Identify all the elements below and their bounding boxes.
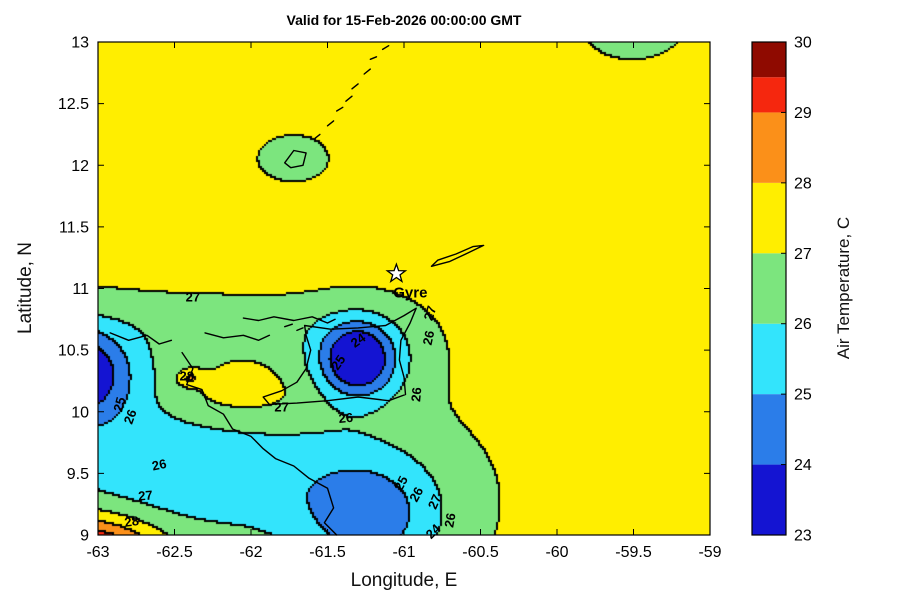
contour-label: 27 xyxy=(186,290,200,305)
colorbar-tick-label: 27 xyxy=(794,246,812,263)
contour-label: 26 xyxy=(338,410,354,426)
coastline-venezuela-west-coast xyxy=(109,332,173,345)
coastline-grenada xyxy=(284,149,307,169)
coastline-grenadines-5 xyxy=(351,83,359,90)
contour-label: 25 xyxy=(391,473,411,493)
colorbar-tick-label: 26 xyxy=(794,316,812,333)
y-tick-label: 11.5 xyxy=(59,219,89,236)
coastline-tobago xyxy=(430,244,485,267)
gyre-star-marker xyxy=(385,262,408,284)
coastline-paria-peninsula-south xyxy=(204,332,271,341)
x-tick-label: -62.5 xyxy=(156,544,193,561)
coastline-grenadines-7 xyxy=(369,56,378,60)
contour-label: 27 xyxy=(138,487,154,503)
contour-label: 26 xyxy=(406,484,426,504)
y-tick-label: 12.5 xyxy=(58,96,89,113)
colorbar-band xyxy=(752,394,786,465)
contour-label: 27 xyxy=(274,399,288,414)
colorbar-tick-label: 25 xyxy=(794,387,812,404)
coastline-trinidad xyxy=(262,307,417,406)
contour-field-canvas xyxy=(98,42,710,535)
coastline-grenadines-4 xyxy=(345,95,353,102)
x-axis-label: Longitude, E xyxy=(350,570,458,591)
y-tick-label: 10.5 xyxy=(58,343,89,360)
colorbar-band xyxy=(752,323,786,395)
colorbar-band xyxy=(752,112,786,183)
contour-label: 25 xyxy=(110,395,128,413)
y-tick-label: 10 xyxy=(71,404,89,421)
contour-label: 28 xyxy=(123,513,139,530)
coastline-grenadines-6 xyxy=(363,68,371,75)
contour-label: 26 xyxy=(121,407,140,426)
contour-label: 26 xyxy=(441,512,458,529)
x-tick-label: -61.5 xyxy=(309,544,346,561)
y-tick-label: 11 xyxy=(72,281,89,298)
colorbar-band xyxy=(752,253,786,324)
contour-label: 27 xyxy=(425,492,445,511)
colorbar-band xyxy=(752,77,786,113)
colorbar-tick-label: 29 xyxy=(794,105,812,122)
y-tick-label: 9 xyxy=(80,528,89,545)
colorbar-band xyxy=(752,42,786,78)
contour-label: 26 xyxy=(151,456,168,474)
x-tick-label: -59 xyxy=(698,544,721,561)
contour-label: 25 xyxy=(328,352,349,372)
y-tick-label: 13 xyxy=(71,35,89,52)
coastline-grenadines-2 xyxy=(326,120,335,127)
colorbar-tick-label: 23 xyxy=(794,528,812,545)
contour-label: 26 xyxy=(420,329,438,346)
coastline-islet-1 xyxy=(284,323,293,328)
x-tick-label: -60 xyxy=(545,544,568,561)
contour-label: 24 xyxy=(348,330,369,351)
colorbar-tick-label: 24 xyxy=(794,457,812,474)
contour-label: 28 xyxy=(180,369,194,384)
x-tick-label: -61 xyxy=(392,544,415,561)
colorbar-band xyxy=(752,182,786,254)
x-tick-label: -63 xyxy=(86,544,109,561)
coastline-grenadines-3 xyxy=(336,106,344,112)
gyre-marker-label: Gyre xyxy=(393,285,427,302)
chart-title: Valid for 15-Feb-2026 00:00:00 GMT xyxy=(286,12,522,28)
colorbar-tick-label: 30 xyxy=(794,35,812,52)
colorbar-label: Air Temperature, C xyxy=(834,216,853,360)
coastline-orinoco-delta-coast xyxy=(181,351,338,536)
coastline-grenadines-1 xyxy=(314,133,321,139)
coastline-paria-peninsula-north xyxy=(242,316,336,324)
colorbar-band xyxy=(752,464,786,535)
coastline-islet-2 xyxy=(296,327,304,332)
contour-label: 26 xyxy=(408,387,424,403)
coastline-grenadines-8 xyxy=(381,45,390,51)
colorbar-border xyxy=(751,41,787,536)
y-tick-label: 9.5 xyxy=(67,466,89,483)
x-tick-label: -59.5 xyxy=(615,544,652,561)
x-tick-label: -62 xyxy=(239,544,262,561)
y-tick-label: 12 xyxy=(71,158,89,175)
x-tick-label: -60.5 xyxy=(462,544,499,561)
contour-label: 27 xyxy=(421,304,440,322)
colorbar-tick-label: 28 xyxy=(794,175,812,192)
y-axis-label: Latitude, N xyxy=(15,242,36,334)
